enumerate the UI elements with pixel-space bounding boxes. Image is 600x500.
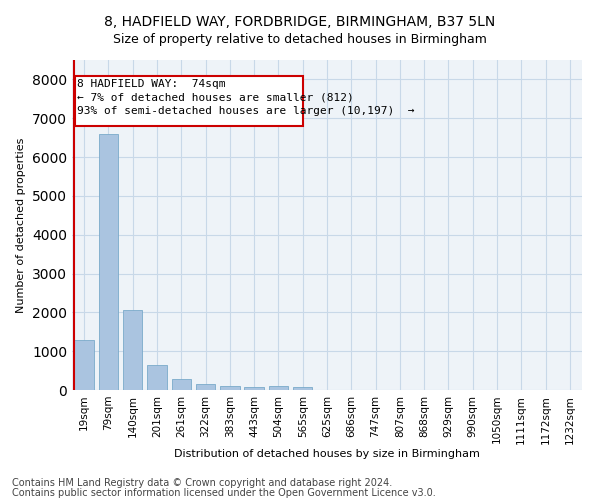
Bar <box>172 378 191 390</box>
FancyBboxPatch shape <box>75 76 303 126</box>
Bar <box>196 384 215 390</box>
Text: Contains HM Land Registry data © Crown copyright and database right 2024.: Contains HM Land Registry data © Crown c… <box>12 478 392 488</box>
Bar <box>220 386 239 390</box>
Y-axis label: Number of detached properties: Number of detached properties <box>16 138 26 312</box>
Text: Contains public sector information licensed under the Open Government Licence v3: Contains public sector information licen… <box>12 488 436 498</box>
Bar <box>269 386 288 390</box>
Bar <box>244 387 264 390</box>
Bar <box>74 340 94 390</box>
Bar <box>293 387 313 390</box>
Bar <box>123 310 142 390</box>
Bar <box>99 134 118 390</box>
Bar <box>147 365 167 390</box>
Text: 8, HADFIELD WAY, FORDBRIDGE, BIRMINGHAM, B37 5LN: 8, HADFIELD WAY, FORDBRIDGE, BIRMINGHAM,… <box>104 15 496 29</box>
X-axis label: Distribution of detached houses by size in Birmingham: Distribution of detached houses by size … <box>174 449 480 459</box>
Text: 8 HADFIELD WAY:  74sqm
← 7% of detached houses are smaller (812)
93% of semi-det: 8 HADFIELD WAY: 74sqm ← 7% of detached h… <box>77 80 415 116</box>
Text: Size of property relative to detached houses in Birmingham: Size of property relative to detached ho… <box>113 32 487 46</box>
